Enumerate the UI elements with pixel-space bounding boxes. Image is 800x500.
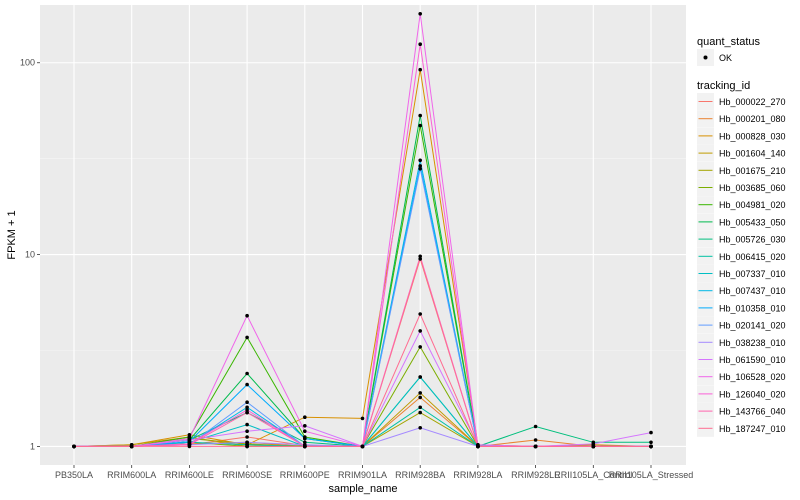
legend-shape-label: OK (719, 53, 732, 63)
data-point (303, 444, 307, 449)
data-point (129, 444, 134, 449)
data-point (418, 254, 423, 259)
data-point (245, 440, 249, 445)
legend-point-key (703, 55, 708, 60)
data-point (533, 444, 538, 449)
data-point (245, 435, 249, 439)
data-point (72, 444, 76, 449)
legend-series-label: Hb_005726_030 (719, 235, 786, 245)
x-tick-label: RRII105LA_Stressed (609, 470, 694, 480)
plot-panel (40, 5, 686, 465)
data-point (418, 257, 423, 261)
x-tick-label: RRIM928BA (395, 470, 445, 480)
x-axis: PB350LA RRIM600LA RRIM600LE RRIM600SE RRIM60… (55, 465, 693, 480)
data-point (418, 12, 423, 16)
legend-series-label: Hb_020141_020 (719, 321, 786, 331)
data-point (649, 444, 653, 449)
data-point (418, 113, 423, 118)
legend-series-label: Hb_004981_020 (719, 200, 786, 210)
data-point (245, 444, 249, 449)
data-point (245, 382, 249, 387)
legend-series-label: Hb_005433_050 (719, 217, 786, 227)
data-point (418, 312, 423, 316)
data-point (418, 426, 423, 430)
legend-series-label: Hb_007437_010 (719, 286, 786, 296)
y-tick-label: 100 (20, 58, 35, 68)
data-point (591, 444, 596, 449)
x-tick-label: RRIM600LA (107, 470, 156, 480)
data-point (418, 164, 423, 168)
legend-shape-title: quant_status (697, 36, 760, 48)
legend-color-title: tracking_id (697, 80, 750, 92)
data-point (418, 158, 423, 163)
data-point (245, 313, 249, 318)
data-point (187, 444, 192, 449)
y-tick-label: 1 (30, 441, 35, 451)
data-point (245, 335, 249, 340)
data-point (245, 400, 249, 405)
x-tick-label: RRIM928LA (453, 470, 502, 480)
x-tick-label: PB350LA (55, 470, 93, 480)
data-point (418, 67, 423, 72)
legend-series-label: Hb_187247_010 (719, 424, 786, 434)
legend-series-label: Hb_106528_020 (719, 372, 786, 382)
data-point (418, 391, 423, 395)
data-point (418, 405, 423, 410)
data-point (360, 416, 365, 421)
legend-series-label: Hb_003685_060 (719, 183, 786, 193)
data-point (533, 438, 538, 442)
data-point (418, 410, 423, 415)
data-point (418, 375, 423, 379)
data-point (476, 444, 480, 449)
legend-series-label: Hb_001675_210 (719, 166, 786, 176)
legend-series-label: Hb_143766_040 (719, 407, 786, 417)
legend-series-label: Hb_061590_010 (719, 355, 786, 365)
data-point (418, 345, 423, 349)
x-tick-label: RRIM600SE (222, 470, 272, 480)
data-point (245, 429, 249, 434)
data-point (360, 444, 365, 449)
legend-series-label: Hb_010358_010 (719, 303, 786, 313)
data-point (418, 123, 423, 128)
x-tick-label: RRIM928LE (511, 470, 560, 480)
data-point (649, 430, 653, 435)
legend-series-label: Hb_000201_080 (719, 114, 786, 124)
data-point (418, 395, 423, 400)
data-point (303, 415, 307, 420)
legend-series-label: Hb_000828_030 (719, 131, 786, 141)
legend: quant_status tracking_id OK Hb_000022_270… (697, 36, 786, 437)
legend-series-label: Hb_001604_140 (719, 149, 786, 159)
legend-series-label: Hb_007337_010 (719, 269, 786, 279)
data-point (303, 429, 307, 434)
y-axis: 1 10 100 (20, 58, 40, 451)
y-tick-label: 10 (25, 250, 35, 260)
data-point (591, 442, 596, 446)
data-point (245, 408, 249, 412)
legend-series-label: Hb_126040_020 (719, 389, 786, 399)
data-point (418, 42, 423, 46)
data-point (533, 424, 538, 429)
x-tick-label: RRIM600PE (280, 470, 330, 480)
x-tick-label: RRIM600LE (165, 470, 214, 480)
data-point (303, 424, 307, 428)
data-point (418, 167, 423, 171)
data-point (245, 371, 249, 376)
y-axis-title: FPKM + 1 (6, 210, 18, 259)
x-tick-label: RRIM901LA (338, 470, 387, 480)
data-point (187, 436, 192, 441)
legend-series-label: Hb_038238_010 (719, 338, 786, 348)
legend-series-label: Hb_006415_020 (719, 252, 786, 262)
data-point (245, 405, 249, 410)
legend-series-label: Hb_000022_270 (719, 97, 786, 107)
data-point (418, 329, 423, 333)
x-axis-title: sample_name (328, 483, 397, 495)
data-point (303, 440, 307, 445)
data-point (649, 440, 653, 445)
data-point (245, 422, 249, 427)
data-point (245, 410, 249, 415)
x-tick-label: RRII105LA_Control (554, 470, 632, 480)
data-point (303, 436, 307, 441)
